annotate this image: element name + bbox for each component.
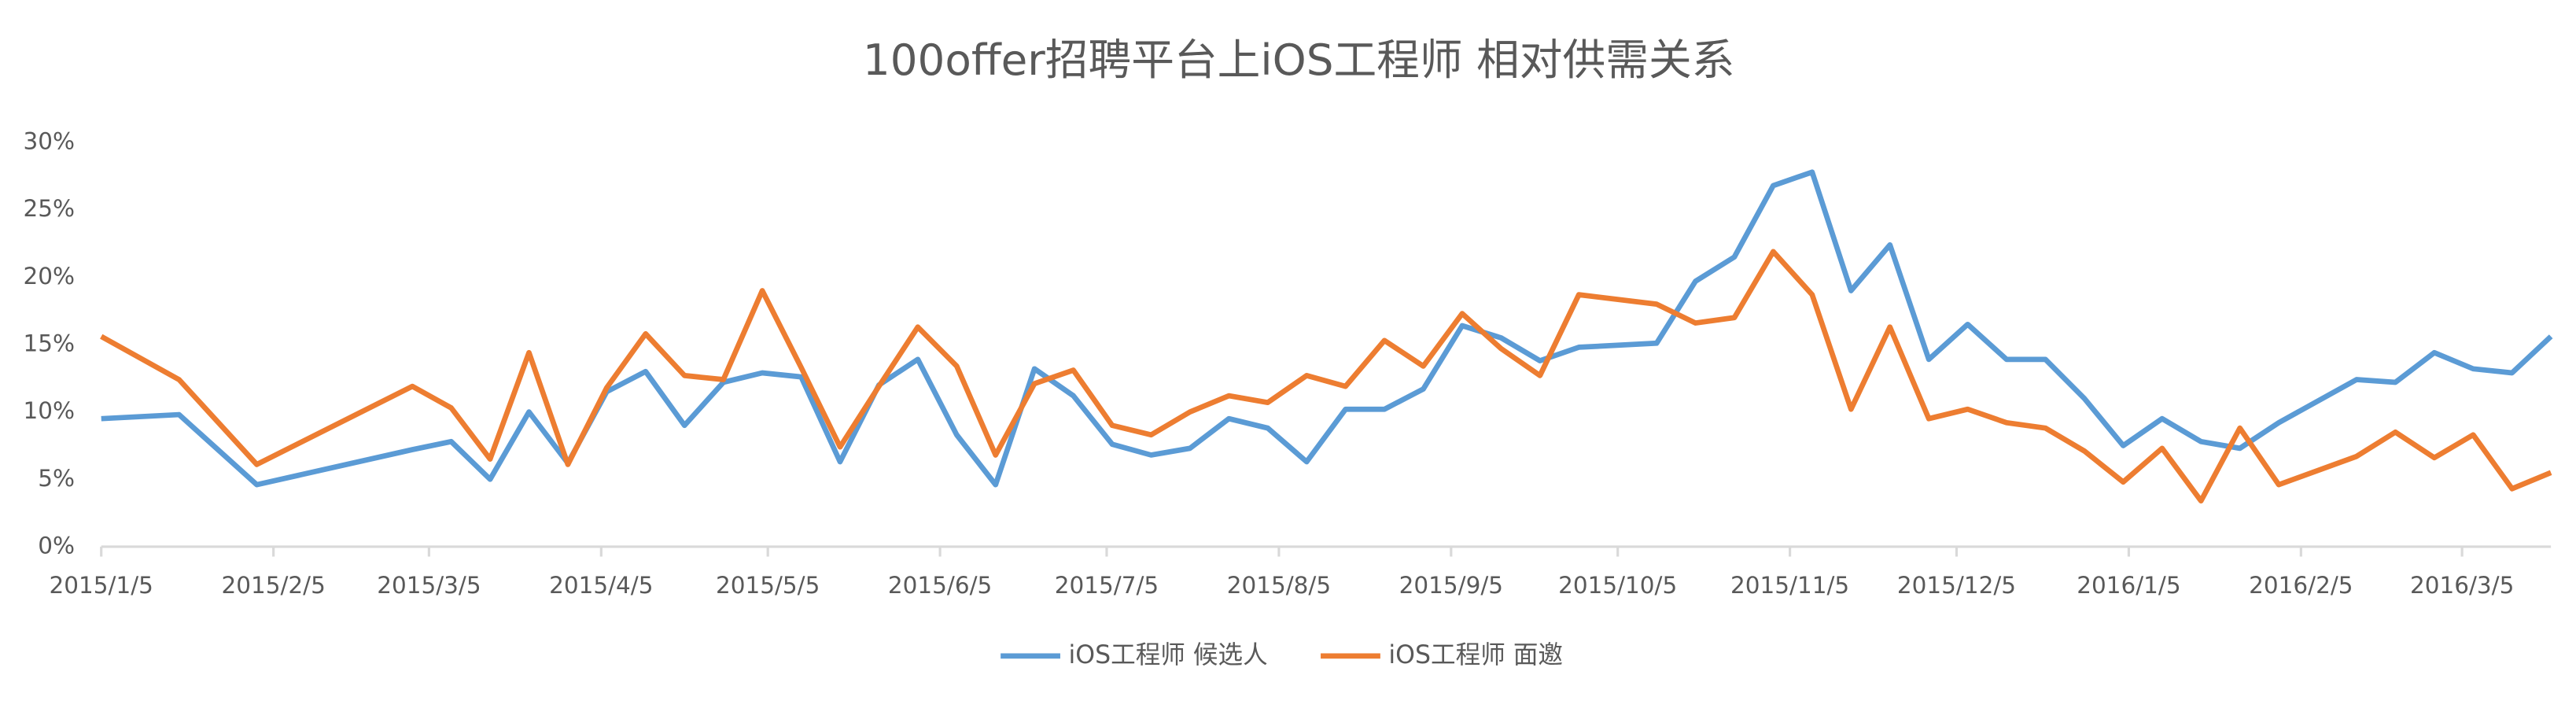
- x-tick-label: 2015/8/5: [1227, 572, 1331, 599]
- legend-label: iOS工程师 候选人: [1068, 641, 1267, 669]
- x-tick-label: 2015/2/5: [221, 572, 325, 599]
- y-tick-label: 25%: [24, 195, 76, 222]
- x-tick-label: 2015/7/5: [1055, 572, 1159, 599]
- legend-label: iOS工程师 面邀: [1388, 641, 1563, 669]
- series-line: [100, 249, 2552, 504]
- x-tick-label: 2015/1/5: [50, 572, 153, 599]
- x-tick-label: 2015/12/5: [1897, 572, 2016, 599]
- x-tick-label: 2016/1/5: [2077, 572, 2180, 599]
- y-tick-label: 5%: [38, 465, 75, 492]
- y-tick-label: 30%: [24, 128, 76, 155]
- x-tick-label: 2015/11/5: [1730, 572, 1849, 599]
- y-tick-label: 20%: [24, 263, 76, 289]
- x-tick-label: 2015/4/5: [549, 572, 653, 599]
- x-tick-label: 2015/10/5: [1558, 572, 1677, 599]
- x-tick-label: 2015/3/5: [377, 572, 481, 599]
- x-tick-label: 2016/3/5: [2410, 572, 2514, 599]
- y-tick-label: 0%: [38, 532, 75, 559]
- x-tick-label: 2016/2/5: [2249, 572, 2353, 599]
- series-line: [101, 169, 2553, 488]
- y-tick-label: 15%: [24, 330, 76, 356]
- chart-title: 100offer招聘平台上iOS工程师 相对供需关系: [863, 35, 1735, 85]
- x-tick-label: 2015/9/5: [1399, 572, 1503, 599]
- x-tick-label: 2015/6/5: [888, 572, 992, 599]
- x-tick-label: 2015/5/5: [716, 572, 820, 599]
- y-tick-label: 10%: [24, 397, 76, 424]
